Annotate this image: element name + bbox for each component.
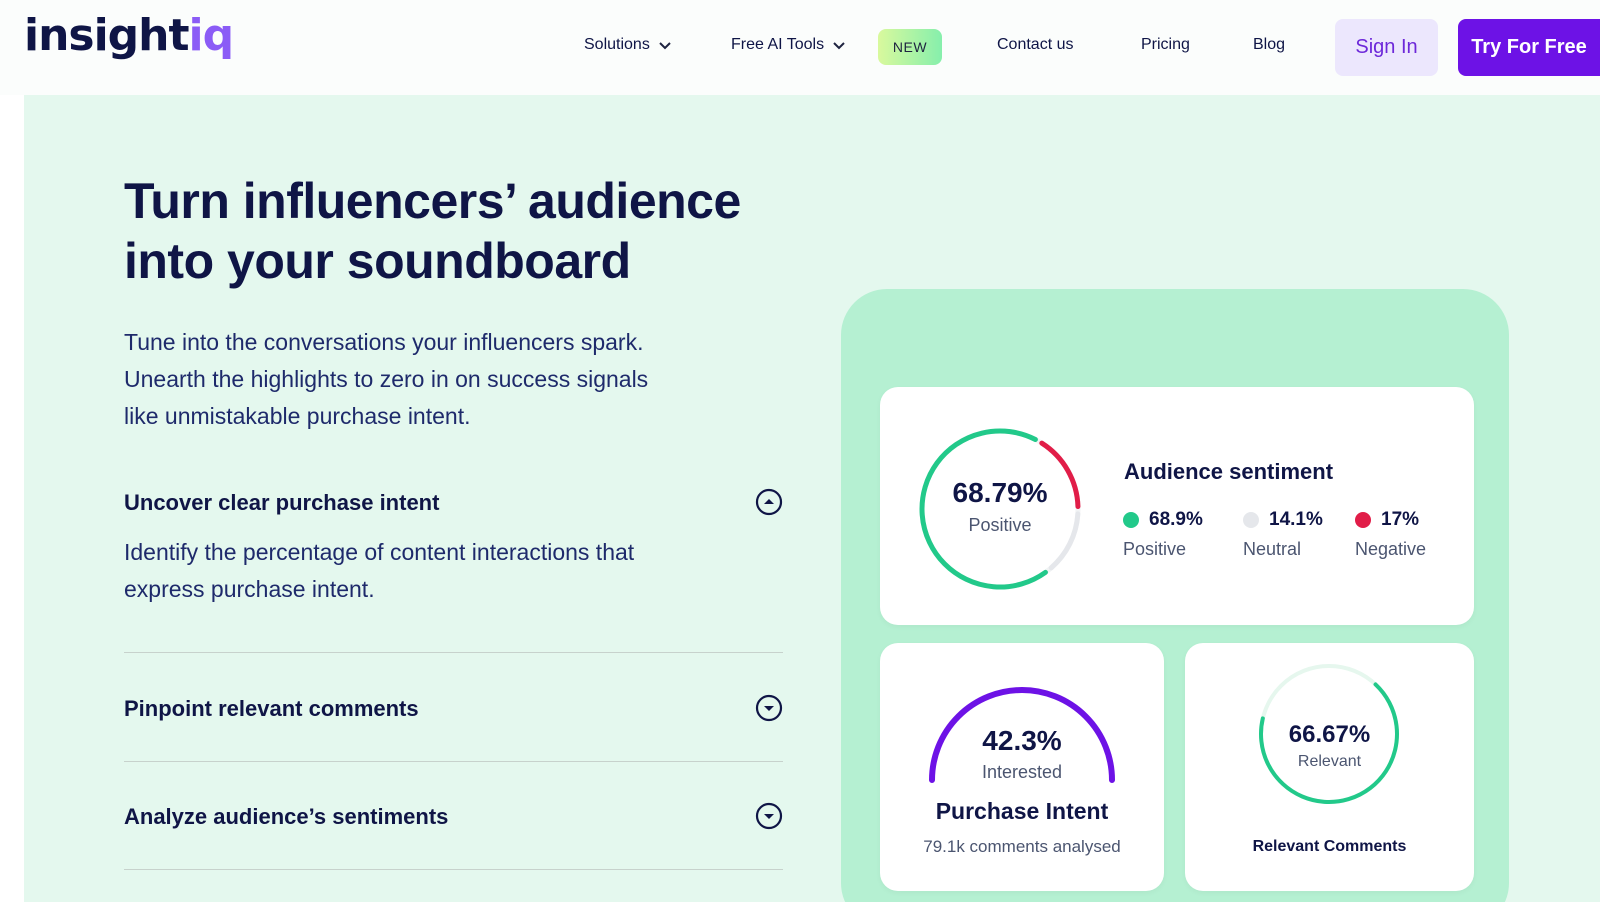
relevant-value-label: Relevant — [1297, 753, 1362, 770]
hero-subtitle: Tune into the conversations your influen… — [124, 324, 764, 435]
legend-value: 17% — [1381, 509, 1420, 530]
purchase-intent-value: 42.3% — [982, 725, 1062, 756]
relevant-arc — [1259, 682, 1399, 804]
purchase-intent-gauge — [929, 687, 1115, 783]
hero-subtitle-line1: Tune into the conversations your influen… — [124, 329, 644, 355]
nav-free-ai-tools-label: Free AI Tools — [731, 36, 825, 53]
nav-solutions[interactable]: Solutions — [584, 36, 672, 54]
chevron-down-circle-icon[interactable] — [755, 694, 783, 722]
nav-contact-us[interactable]: Contact us — [997, 36, 1074, 53]
hero-title: Turn influencers’ audience into your sou… — [124, 171, 804, 291]
legend-dot-positive — [1123, 512, 1139, 528]
relevant-value: 66.67% — [1288, 721, 1371, 748]
legend-dot-negative — [1355, 512, 1371, 528]
try-for-free-button[interactable]: Try For Free — [1458, 19, 1600, 76]
logo-text: insight — [24, 10, 190, 61]
insightiq-logo[interactable]: insightiq — [24, 14, 234, 58]
legend-negative: 17% — [1355, 509, 1419, 531]
sentiment-title: Audience sentiment — [1124, 459, 1334, 484]
logo-accent-text: iq — [188, 10, 235, 61]
accordion-title: Uncover clear purchase intent — [124, 490, 440, 515]
accordion-title: Pinpoint relevant comments — [124, 696, 419, 721]
hero-title-line2: into your soundboard — [124, 233, 631, 289]
sentiment-ring-chart — [919, 428, 1081, 590]
legend-dot-neutral — [1243, 512, 1259, 528]
purchase-intent-arc — [929, 687, 1115, 783]
accordion-item-purchase-intent[interactable]: Uncover clear purchase intent Identify t… — [124, 488, 783, 608]
relevant-comments-card: 66.67% Relevant Relevant Comments — [1185, 643, 1474, 891]
purchase-intent-card: 42.3% Interested Purchase Intent 79.1k c… — [880, 643, 1164, 891]
sign-in-button[interactable]: Sign In — [1335, 19, 1438, 76]
legend-neutral: 14.1% — [1243, 509, 1323, 531]
nav-solutions-label: Solutions — [584, 36, 650, 53]
divider — [124, 869, 783, 870]
chevron-down-icon — [659, 42, 671, 50]
legend-value: 14.1% — [1269, 509, 1323, 530]
relevant-ring-chart — [1259, 664, 1399, 804]
legend-label: Neutral — [1243, 539, 1302, 559]
chevron-down-circle-icon[interactable] — [755, 802, 783, 830]
purchase-intent-value-label: Interested — [981, 762, 1063, 782]
nav-free-ai-tools[interactable]: Free AI Tools — [731, 36, 846, 54]
hero-title-line1: Turn influencers’ audience — [124, 173, 741, 229]
new-badge: NEW — [878, 29, 942, 65]
accordion-item-sentiments[interactable]: Analyze audience’s sentiments — [124, 802, 783, 830]
nav-pricing[interactable]: Pricing — [1141, 36, 1190, 53]
purchase-intent-caption: 79.1k comments analysed — [923, 837, 1121, 856]
positive-arc — [919, 428, 1048, 590]
sentiment-ring-label: Positive — [968, 515, 1032, 535]
site-header: insightiq Solutions Free AI Tools NEW Co… — [0, 0, 1600, 95]
accordion-body-line2: express purchase intent. — [124, 576, 375, 602]
nav-blog[interactable]: Blog — [1253, 36, 1286, 53]
divider — [124, 652, 783, 653]
accordion-body-line1: Identify the percentage of content inter… — [124, 539, 635, 565]
legend-value: 68.9% — [1149, 509, 1203, 530]
audience-sentiment-card: 68.79% Positive Audience sentiment 68.9%… — [880, 387, 1474, 625]
chevron-down-icon — [833, 42, 845, 50]
accordion-item-relevant-comments[interactable]: Pinpoint relevant comments — [124, 694, 783, 722]
accordion-body: Identify the percentage of content inter… — [124, 534, 783, 608]
divider — [124, 761, 783, 762]
legend-label: Negative — [1355, 539, 1427, 559]
chevron-up-circle-icon[interactable] — [755, 488, 783, 516]
legend-positive: 68.9% — [1123, 509, 1203, 531]
hero-subtitle-line2: Unearth the highlights to zero in on suc… — [124, 366, 649, 392]
negative-arc — [1039, 440, 1081, 510]
legend-label: Positive — [1123, 539, 1187, 559]
hero-subtitle-line3: like unmistakable purchase intent. — [124, 403, 471, 429]
neutral-arc — [1048, 511, 1081, 571]
sentiment-ring-value: 68.79% — [952, 477, 1048, 508]
accordion-title: Analyze audience’s sentiments — [124, 804, 449, 829]
purchase-intent-title: Purchase Intent — [935, 798, 1109, 824]
relevant-comments-title: Relevant Comments — [1252, 838, 1407, 855]
